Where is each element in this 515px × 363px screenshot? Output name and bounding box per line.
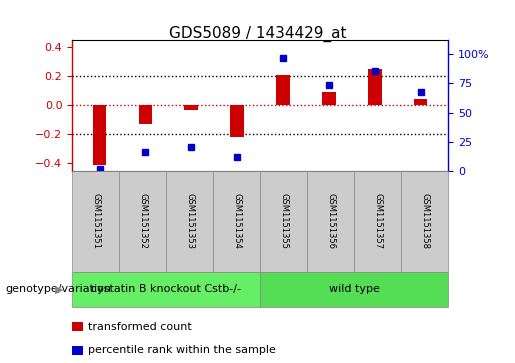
Text: ▶: ▶ [55,285,63,294]
Text: GSM1151352: GSM1151352 [138,193,147,249]
Text: GSM1151356: GSM1151356 [326,193,335,249]
Text: GSM1151355: GSM1151355 [279,193,288,249]
Text: genotype/variation: genotype/variation [5,285,111,294]
Text: GSM1151357: GSM1151357 [373,193,382,249]
Bar [139,105,152,124]
Text: GDS5089 / 1434429_at: GDS5089 / 1434429_at [169,25,346,42]
Text: cystatin B knockout Cstb-/-: cystatin B knockout Cstb-/- [91,285,241,294]
Bar [230,105,244,137]
Text: percentile rank within the sample: percentile rank within the sample [88,345,276,355]
Text: wild type: wild type [329,285,380,294]
Bar [414,99,427,105]
Bar [368,69,382,105]
Text: GSM1151354: GSM1151354 [232,193,241,249]
Bar [184,105,198,110]
Bar [93,105,107,165]
Text: transformed count: transformed count [88,322,191,332]
Text: GSM1151353: GSM1151353 [185,193,194,249]
Text: GSM1151358: GSM1151358 [420,193,429,249]
Bar [322,92,336,105]
Text: GSM1151351: GSM1151351 [91,193,100,249]
Bar [276,75,290,105]
